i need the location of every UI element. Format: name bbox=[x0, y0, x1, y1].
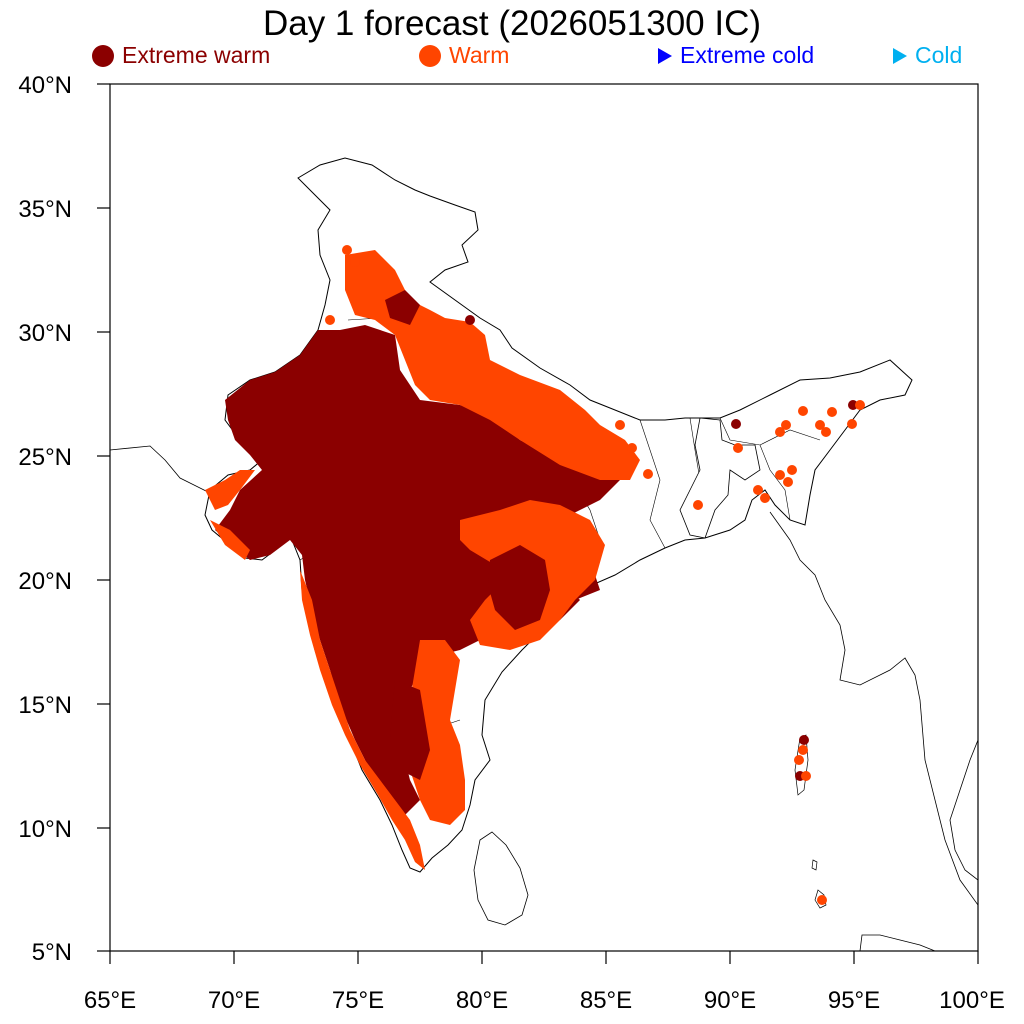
x-tick-label: 85°E bbox=[580, 987, 632, 1014]
x-ticks bbox=[109, 951, 979, 964]
y-tick-label: 30°N bbox=[18, 320, 72, 347]
legend-label: Extreme cold bbox=[680, 42, 815, 68]
sri-lanka bbox=[473, 831, 529, 926]
sumatra-coast bbox=[859, 934, 936, 951]
legend-label: Cold bbox=[915, 42, 963, 68]
legend-label: Extreme warm bbox=[122, 42, 271, 68]
x-tick-label: 100°E bbox=[939, 987, 1005, 1014]
cold-triangle-icon bbox=[893, 47, 907, 64]
x-tick-label: 90°E bbox=[704, 987, 756, 1014]
legend-item-extreme-warm: Extreme warm bbox=[92, 42, 270, 69]
north-dots bbox=[325, 245, 637, 453]
northeast-dots bbox=[643, 400, 865, 510]
map-content bbox=[110, 157, 978, 951]
x-tick-label: 70°E bbox=[208, 987, 260, 1014]
x-tick-label: 95°E bbox=[828, 987, 880, 1014]
x-tick-label: 80°E bbox=[456, 987, 508, 1014]
legend-item-warm: Warm bbox=[419, 42, 509, 69]
y-tick-labels: 5°N 10°N 15°N 20°N 25°N 30°N 35°N 40°N bbox=[18, 72, 72, 966]
extreme-warm-patches bbox=[385, 290, 550, 780]
extreme-warm-circle-icon bbox=[92, 44, 114, 67]
legend-item-extreme-cold: Extreme cold bbox=[658, 42, 814, 69]
x-tick-label: 75°E bbox=[332, 987, 384, 1014]
map-frame bbox=[109, 83, 979, 952]
andaman-dots bbox=[794, 735, 827, 905]
coastline-west bbox=[110, 445, 209, 493]
extreme-cold-triangle-icon bbox=[658, 47, 672, 64]
y-tick-label: 35°N bbox=[18, 196, 72, 223]
y-tick-label: 15°N bbox=[18, 692, 72, 719]
myanmar-coast bbox=[769, 511, 978, 906]
y-tick-label: 25°N bbox=[18, 444, 72, 471]
legend: Extreme warm Warm Extreme cold Cold bbox=[0, 42, 1024, 72]
y-tick-label: 5°N bbox=[32, 939, 72, 966]
legend-item-cold: Cold bbox=[893, 42, 962, 69]
x-tick-label: 65°E bbox=[84, 987, 136, 1014]
y-tick-label: 20°N bbox=[18, 568, 72, 595]
y-tick-label: 40°N bbox=[18, 72, 72, 99]
legend-label: Warm bbox=[449, 42, 510, 68]
map-title: Day 1 forecast (2026051300 IC) bbox=[262, 4, 762, 43]
thailand-coast bbox=[949, 739, 978, 881]
x-tick-labels: 65°E 70°E 75°E 80°E 85°E 90°E 95°E 100°E bbox=[84, 987, 1005, 1014]
warm-circle-icon bbox=[419, 44, 441, 67]
y-ticks bbox=[97, 83, 110, 952]
y-tick-label: 10°N bbox=[18, 816, 72, 843]
